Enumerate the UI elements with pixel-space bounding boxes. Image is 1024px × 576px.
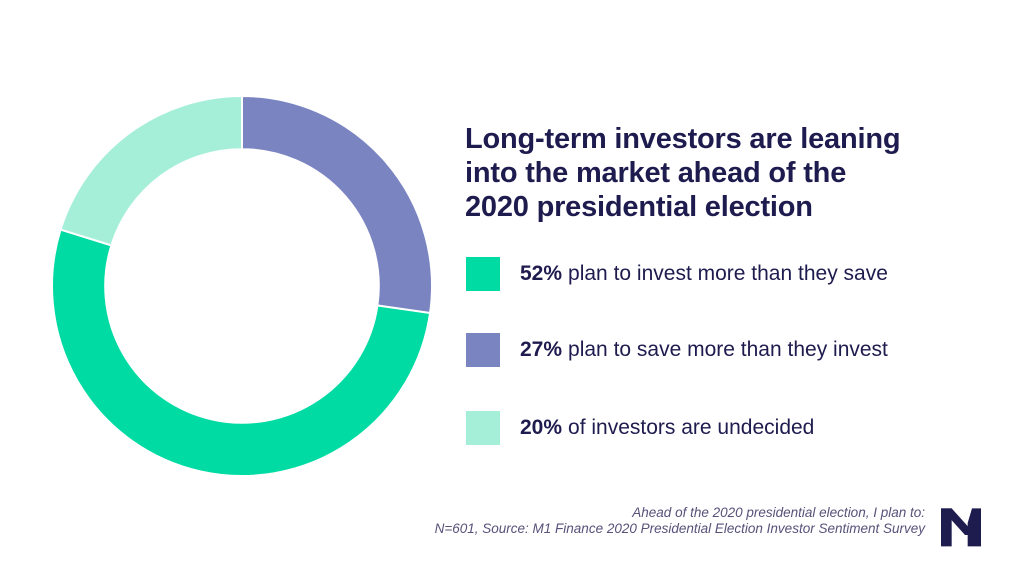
legend-text: plan to save more than they invest (568, 338, 888, 361)
page-title: Long-term investors are leaning into the… (465, 122, 1005, 224)
m1-finance-logo-icon (941, 508, 981, 547)
legend-item-save-more: 27% plan to save more than they invest (466, 333, 888, 367)
legend-percent: 27% (520, 338, 563, 361)
legend-percent: 52% (520, 262, 563, 285)
legend-item-invest-more: 52% plan to invest more than they save (466, 257, 888, 291)
source-note-line: N=601, Source: M1 Finance 2020 President… (434, 520, 925, 536)
legend-swatch-purple (466, 333, 500, 367)
legend-swatch-green (466, 257, 500, 291)
title-line: 2020 presidential election (465, 191, 813, 223)
legend-label: 52% plan to invest more than they save (520, 262, 888, 286)
donut-slice (59, 94, 243, 247)
legend-text: plan to invest more than they save (568, 262, 888, 285)
legend-item-undecided: 20% of investors are undecided (466, 411, 814, 445)
legend-label: 20% of investors are undecided (520, 416, 814, 440)
legend-swatch-mint (466, 411, 500, 445)
donut-slice (241, 94, 433, 315)
source-note-line: Ahead of the 2020 presidential election,… (632, 505, 925, 520)
title-line: Long-term investors are leaning (465, 123, 901, 155)
legend-label: 27% plan to save more than they invest (520, 338, 888, 362)
legend-text: of investors are undecided (568, 416, 815, 439)
source-note: Ahead of the 2020 presidential election,… (435, 505, 925, 536)
title-line: into the market ahead of the (465, 157, 847, 189)
donut-slice (51, 228, 432, 477)
donut-chart (51, 94, 433, 477)
legend-percent: 20% (520, 416, 563, 439)
